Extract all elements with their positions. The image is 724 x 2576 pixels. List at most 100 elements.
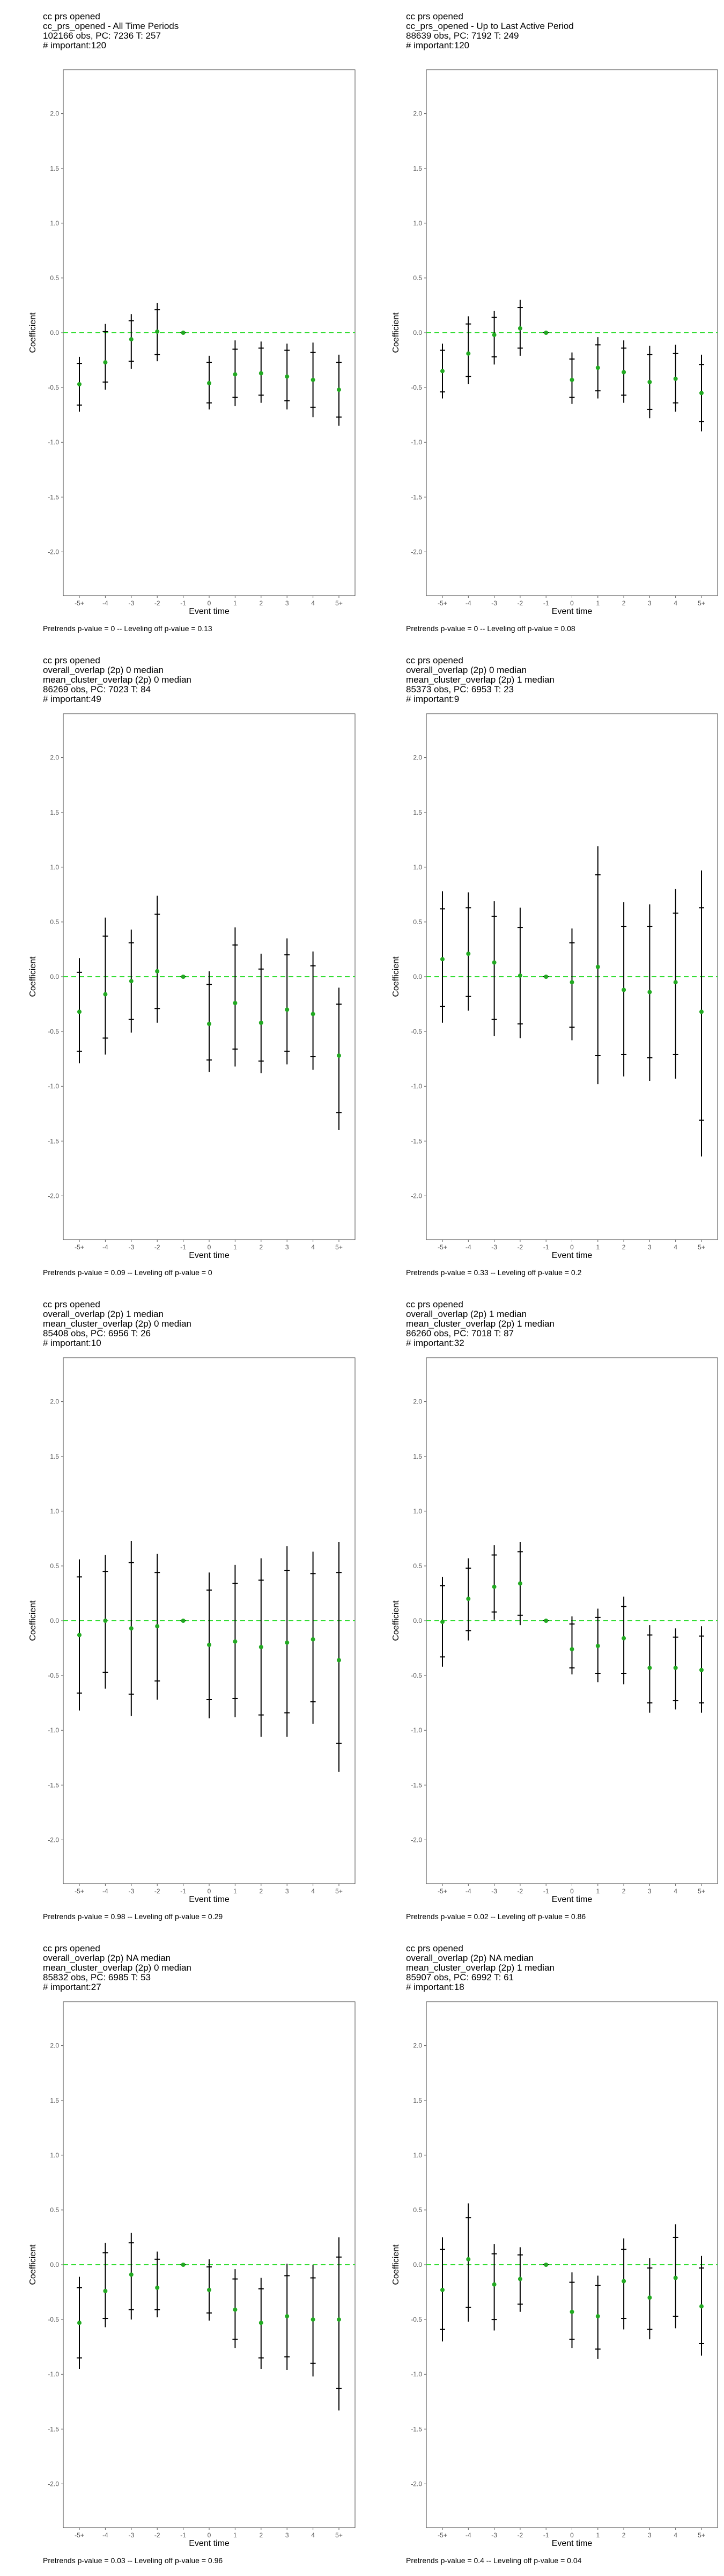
- y-tick-label: -1.5: [411, 1781, 422, 1789]
- x-tick-label: 4: [311, 1887, 315, 1895]
- coefficient-point-1: [232, 927, 238, 1067]
- coefficient-point-2: [621, 1597, 627, 1685]
- y-tick-label: 1.5: [50, 165, 59, 172]
- chart-title-line: cc_prs_opened - All Time Periods: [43, 21, 179, 31]
- coefficient-marker: [285, 2314, 290, 2318]
- coefficient-marker: [103, 1619, 108, 1623]
- x-tick-label: -2: [518, 2531, 523, 2539]
- x-tick-label: -2: [154, 1887, 160, 1895]
- coefficient-marker: [233, 1001, 238, 1005]
- chart-title-line: cc prs opened: [43, 11, 100, 21]
- chart-title-line: mean_cluster_overlap (2p) 1 median: [406, 675, 555, 685]
- x-tick-label: -4: [466, 599, 471, 607]
- x-tick-label: -1: [180, 2531, 186, 2539]
- chart-title-line: 86269 obs, PC: 7023 T: 84: [43, 684, 151, 694]
- chart-title-line: mean_cluster_overlap (2p) 0 median: [43, 1319, 191, 1329]
- y-tick-label: 2.0: [413, 110, 422, 118]
- y-tick-label: -1.0: [48, 438, 59, 446]
- y-tick-label: -1.0: [411, 2370, 422, 2378]
- pvalue-footnote: Pretrends p-value = 0.02 -- Leveling off…: [406, 1912, 586, 1921]
- coefficient-marker: [337, 1658, 341, 1663]
- x-tick-label: -3: [491, 1243, 497, 1251]
- y-tick-label: 0.5: [50, 274, 59, 282]
- y-tick-label: 2.0: [413, 1398, 422, 1406]
- x-tick-label: -5+: [75, 2531, 84, 2539]
- coefficient-point--4: [102, 917, 108, 1055]
- coefficient-point-5+: [699, 870, 704, 1157]
- x-tick-label: 4: [674, 1887, 677, 1895]
- x-tick-label: -3: [128, 2531, 134, 2539]
- chart-title-line: cc prs opened: [406, 11, 463, 21]
- chart-title-line: # important:9: [406, 694, 459, 704]
- y-tick-label: -0.5: [48, 1672, 59, 1679]
- x-tick-label: 2: [622, 1887, 626, 1895]
- coefficient-point--3: [128, 1540, 134, 1716]
- coefficient-marker: [595, 365, 600, 370]
- coefficient-marker: [103, 360, 108, 365]
- coefficient-marker: [155, 329, 160, 334]
- x-tick-label: -2: [154, 599, 160, 607]
- x-tick-label: 0: [570, 1887, 574, 1895]
- x-tick-label: 0: [570, 2531, 574, 2539]
- x-tick-label: -3: [491, 1887, 497, 1895]
- y-tick-label: 0.5: [413, 274, 422, 282]
- coefficient-marker: [129, 1626, 134, 1631]
- coefficient-point--3: [128, 930, 134, 1033]
- coefficient-point-3: [647, 904, 653, 1081]
- coefficient-marker: [207, 2287, 211, 2292]
- coefficient-marker: [647, 990, 652, 994]
- x-tick-label: -1: [180, 1887, 186, 1895]
- y-tick-label: -2.0: [48, 1192, 59, 1199]
- x-tick-label: 4: [674, 1243, 677, 1251]
- coefficient-point-5+: [699, 354, 704, 431]
- x-axis-title: Event time: [189, 607, 230, 616]
- chart-title-line: # important:10: [43, 1338, 101, 1348]
- y-axis-title: Coefficient: [391, 2244, 401, 2285]
- x-tick-label: -2: [518, 1243, 523, 1251]
- coefficient-point-5+: [336, 987, 342, 1130]
- coefficient-marker: [77, 2321, 82, 2325]
- y-tick-label: -1.0: [411, 1726, 422, 1734]
- y-tick-label: 1.0: [413, 219, 422, 227]
- x-axis-title: Event time: [552, 607, 593, 616]
- y-axis-title: Coefficient: [28, 956, 38, 997]
- coefficient-marker: [622, 1636, 626, 1641]
- coefficient-marker: [673, 980, 678, 985]
- y-tick-label: -1.5: [48, 1137, 59, 1145]
- chart-title-line: overall_overlap (2p) NA median: [43, 1953, 171, 1963]
- x-tick-label: -4: [102, 2531, 108, 2539]
- x-tick-label: -3: [128, 1243, 134, 1251]
- coefficient-point-4: [673, 1628, 678, 1710]
- coefficient-marker: [440, 1620, 445, 1624]
- y-tick-label: 0.0: [50, 2261, 59, 2268]
- x-tick-label: 2: [259, 2531, 263, 2539]
- coefficient-point--3: [491, 2244, 497, 2331]
- coefficient-point--3: [491, 901, 497, 1036]
- y-tick-label: 0.5: [413, 2206, 422, 2214]
- x-tick-label: -5+: [75, 1887, 84, 1895]
- coefficient-marker: [595, 964, 600, 969]
- coefficient-marker: [77, 382, 82, 386]
- y-tick-label: 0.0: [413, 973, 422, 980]
- chart-title-line: cc prs opened: [43, 1299, 100, 1309]
- y-tick-label: -1.5: [411, 1137, 422, 1145]
- y-tick-label: 1.5: [413, 1453, 422, 1460]
- y-tick-label: -2.0: [411, 2480, 422, 2487]
- coefficient-marker: [647, 2295, 652, 2300]
- coefficient-marker: [518, 1581, 522, 1586]
- y-tick-label: 0.5: [413, 1562, 422, 1570]
- coefficient-marker: [622, 370, 626, 375]
- x-axis-title: Event time: [552, 2539, 593, 2548]
- y-tick-label: 2.0: [50, 754, 59, 762]
- coefficient-point-4: [310, 342, 316, 418]
- coefficient-point-4: [673, 345, 678, 412]
- coefficient-point--1: [543, 1619, 549, 1623]
- coefficient-point--4: [102, 324, 108, 390]
- chart-title-line: cc prs opened: [43, 1943, 100, 1953]
- coefficient-marker: [544, 975, 549, 979]
